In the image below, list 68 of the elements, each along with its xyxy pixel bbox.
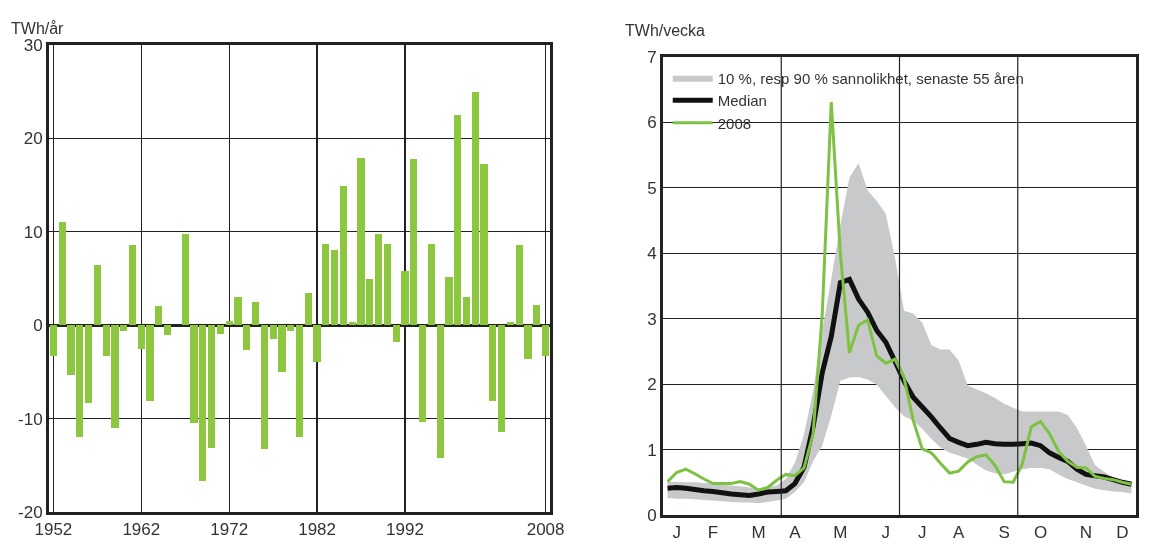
x-tick-label: O [1033, 523, 1048, 543]
bar [383, 243, 391, 326]
bar [128, 244, 137, 326]
bar [260, 325, 268, 450]
y-axis-title: TWh/vecka [625, 22, 706, 39]
x-tick-label: 1952 [34, 520, 73, 540]
bar [243, 325, 251, 351]
bar [427, 243, 435, 326]
bar [489, 325, 497, 401]
y-tick-label: 0 [647, 505, 657, 525]
bar [339, 186, 348, 326]
bar [533, 304, 541, 326]
bar [155, 305, 163, 326]
x-tick-label: D [1116, 523, 1129, 543]
bar [295, 325, 304, 438]
bar [392, 325, 400, 343]
bar [164, 325, 172, 336]
bar [542, 325, 550, 357]
x-tick-label: 1992 [386, 520, 424, 540]
bar [506, 322, 515, 326]
y-tick-label: 10 [23, 222, 43, 242]
y-axis-title: TWh/år [11, 20, 65, 37]
y-tick-label: 7 [647, 47, 657, 67]
y-tick-label: -20 [18, 502, 43, 522]
x-tick-label: 1972 [210, 520, 249, 540]
bar [58, 221, 66, 326]
bar [313, 325, 321, 362]
x-tick-label: J [881, 523, 891, 543]
bar [304, 292, 312, 326]
bar [208, 325, 216, 448]
bar [331, 250, 339, 326]
bar [84, 325, 93, 403]
x-tick-label: 1982 [298, 520, 336, 540]
x-tick-label: N [1079, 523, 1093, 543]
x-tick-label: M [751, 523, 766, 543]
y-tick-label: 0 [33, 316, 43, 336]
x-tick-label: A [952, 523, 965, 543]
bar [375, 233, 383, 326]
bar [462, 297, 471, 326]
x-tick-label: 2008 [526, 520, 565, 540]
y-tick-label: -10 [18, 409, 43, 429]
bar [515, 244, 523, 326]
y-tick-label: 5 [647, 178, 657, 198]
x-tick-label: M [833, 523, 848, 543]
x-tick-label: J [672, 523, 681, 543]
bar [436, 325, 444, 458]
y-tick-label: 4 [647, 244, 657, 264]
y-tick-label: 20 [23, 129, 43, 149]
y-tick-label: 2 [647, 375, 657, 395]
legend-label: Median [717, 92, 767, 110]
bar [524, 325, 532, 359]
bar [93, 265, 101, 326]
x-tick-label: A [789, 523, 802, 543]
bar [498, 325, 506, 432]
y-tick-label: 6 [647, 113, 657, 133]
bar [181, 233, 189, 326]
x-tick-label: S [998, 523, 1010, 543]
y-tick-label: 1 [647, 440, 657, 460]
bar [418, 325, 427, 423]
x-tick-label: 1962 [122, 520, 161, 540]
bar [49, 325, 57, 357]
y-tick-label: 30 [23, 35, 43, 55]
bar [322, 243, 330, 326]
x-tick-label: F [707, 523, 719, 543]
y-tick-label: 3 [647, 309, 657, 329]
bar [251, 301, 260, 326]
x-tick-label: J [917, 523, 927, 543]
bar [216, 325, 224, 334]
